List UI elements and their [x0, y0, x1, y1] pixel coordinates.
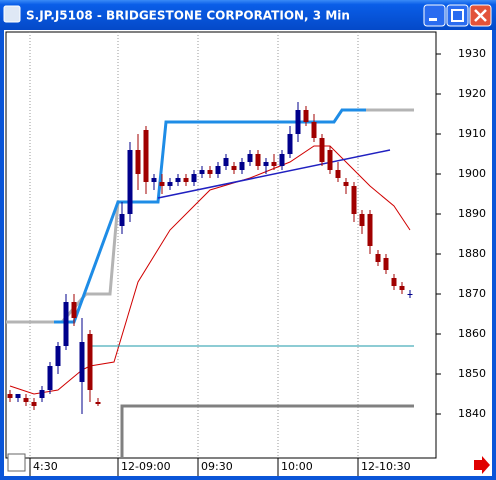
candle-body — [191, 174, 197, 182]
candle-body — [239, 162, 245, 170]
candle-body — [215, 166, 221, 174]
candle-body — [295, 110, 301, 134]
candle-body — [287, 134, 293, 154]
candle-body — [207, 170, 213, 174]
candle-body — [159, 182, 165, 186]
candle-body — [383, 258, 389, 270]
y-tick-label: 1900 — [458, 167, 486, 180]
x-tick-label: 10:00 — [281, 460, 313, 473]
candle-body — [175, 178, 181, 182]
candle-body — [39, 390, 45, 398]
title-bar — [0, 0, 496, 30]
candle-body — [335, 170, 341, 178]
candle-body — [71, 302, 77, 318]
y-tick-label: 1850 — [458, 367, 486, 380]
y-tick-label: 1920 — [458, 87, 486, 100]
candle-body — [223, 158, 229, 166]
candle-body — [399, 286, 405, 290]
candle-body — [311, 122, 317, 138]
candle-body — [303, 110, 309, 122]
candle-body — [319, 138, 325, 162]
candle-body — [351, 186, 357, 214]
close-button[interactable] — [469, 4, 492, 27]
scroll-arrow[interactable] — [474, 456, 490, 474]
candle-body — [231, 166, 237, 170]
candle-body — [327, 150, 333, 170]
candle-body — [271, 162, 277, 166]
candle-body — [135, 150, 141, 174]
candle-body — [143, 130, 149, 182]
y-tick-label: 1910 — [458, 127, 486, 140]
candle-body — [367, 214, 373, 246]
candle-body — [359, 214, 365, 226]
candle-body — [263, 162, 269, 166]
candle-body — [119, 214, 125, 226]
candle-body — [127, 150, 133, 214]
candle-body — [63, 302, 69, 346]
candle-body — [7, 394, 13, 398]
corner-box[interactable] — [7, 453, 26, 472]
indicator-line — [54, 108, 366, 324]
candle-body — [23, 398, 29, 402]
indicator-line — [157, 149, 391, 199]
candle-body — [183, 178, 189, 182]
candle-body — [55, 346, 61, 366]
candle-body — [199, 170, 205, 174]
candle-body — [343, 182, 349, 186]
indicator-line — [120, 404, 414, 458]
x-tick-label: 4:30 — [33, 460, 58, 473]
window-title: S.JP.J5108 - BRIDGESTONE CORPORATION, 3 … — [26, 9, 350, 23]
y-tick-label: 1880 — [458, 247, 486, 260]
candle-body — [15, 394, 21, 398]
y-tick-label: 1860 — [458, 327, 486, 340]
app-icon — [3, 5, 21, 23]
x-tick-label: 12-10:30 — [361, 460, 411, 473]
candle-body — [255, 154, 261, 166]
candle-body — [167, 182, 173, 186]
y-tick-label: 1930 — [458, 47, 486, 60]
candle-body — [247, 154, 253, 162]
x-tick-label: 12-09:00 — [121, 460, 171, 473]
candle-body — [79, 342, 85, 382]
candle-body — [151, 178, 157, 182]
plot-area — [5, 31, 437, 459]
candle-body — [279, 154, 285, 166]
minimize-button[interactable] — [423, 4, 446, 27]
candle-body — [47, 366, 53, 390]
candle-body — [95, 402, 101, 404]
candle-body — [87, 334, 93, 390]
y-tick-label: 1890 — [458, 207, 486, 220]
candle-body — [407, 294, 413, 295]
maximize-button[interactable] — [446, 4, 469, 27]
indicator-line — [9, 145, 411, 395]
y-tick-label: 1870 — [458, 287, 486, 300]
candle-body — [31, 402, 37, 406]
candle-body — [375, 254, 381, 262]
x-tick-label: 09:30 — [201, 460, 233, 473]
y-tick-label: 1840 — [458, 407, 486, 420]
candle-body — [391, 278, 397, 286]
